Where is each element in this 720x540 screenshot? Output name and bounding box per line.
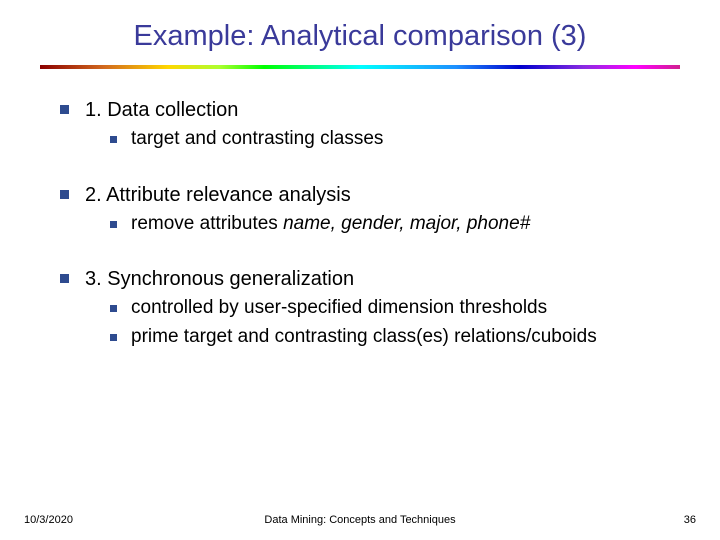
slide-footer: 10/3/2020 Data Mining: Concepts and Tech… — [0, 514, 720, 526]
slide-title: Example: Analytical comparison (3) — [0, 20, 720, 53]
square-bullet-icon — [110, 136, 117, 143]
list-item: 2. Attribute relevance analysis — [60, 182, 670, 208]
list-item-label: 2. Attribute relevance analysis — [85, 182, 351, 208]
list-item: 3. Synchronous generalization — [60, 266, 670, 292]
divider-rainbow — [40, 65, 680, 69]
slide-content: 1. Data collection target and contrastin… — [0, 97, 720, 350]
square-bullet-icon — [110, 334, 117, 341]
square-bullet-icon — [60, 274, 69, 283]
list-item-label: 3. Synchronous generalization — [85, 266, 354, 292]
square-bullet-icon — [110, 305, 117, 312]
list-item-label: 1. Data collection — [85, 97, 238, 123]
list-subitem: remove attributes name, gender, major, p… — [110, 212, 670, 237]
list-subitem: controlled by user-specified dimension t… — [110, 296, 670, 321]
list-subitem-label: prime target and contrasting class(es) r… — [131, 325, 597, 350]
list-subitem-label: remove attributes name, gender, major, p… — [131, 212, 530, 237]
square-bullet-icon — [60, 105, 69, 114]
square-bullet-icon — [110, 221, 117, 228]
list-subitem-label: controlled by user-specified dimension t… — [131, 296, 547, 321]
footer-title: Data Mining: Concepts and Techniques — [264, 514, 455, 526]
list-subitem: target and contrasting classes — [110, 127, 670, 152]
footer-date: 10/3/2020 — [24, 514, 73, 526]
list-subitem-label: target and contrasting classes — [131, 127, 383, 152]
list-item: 1. Data collection — [60, 97, 670, 123]
list-subitem: prime target and contrasting class(es) r… — [110, 325, 670, 350]
footer-pageno: 36 — [684, 514, 696, 526]
square-bullet-icon — [60, 190, 69, 199]
slide: Example: Analytical comparison (3) 1. Da… — [0, 0, 720, 540]
